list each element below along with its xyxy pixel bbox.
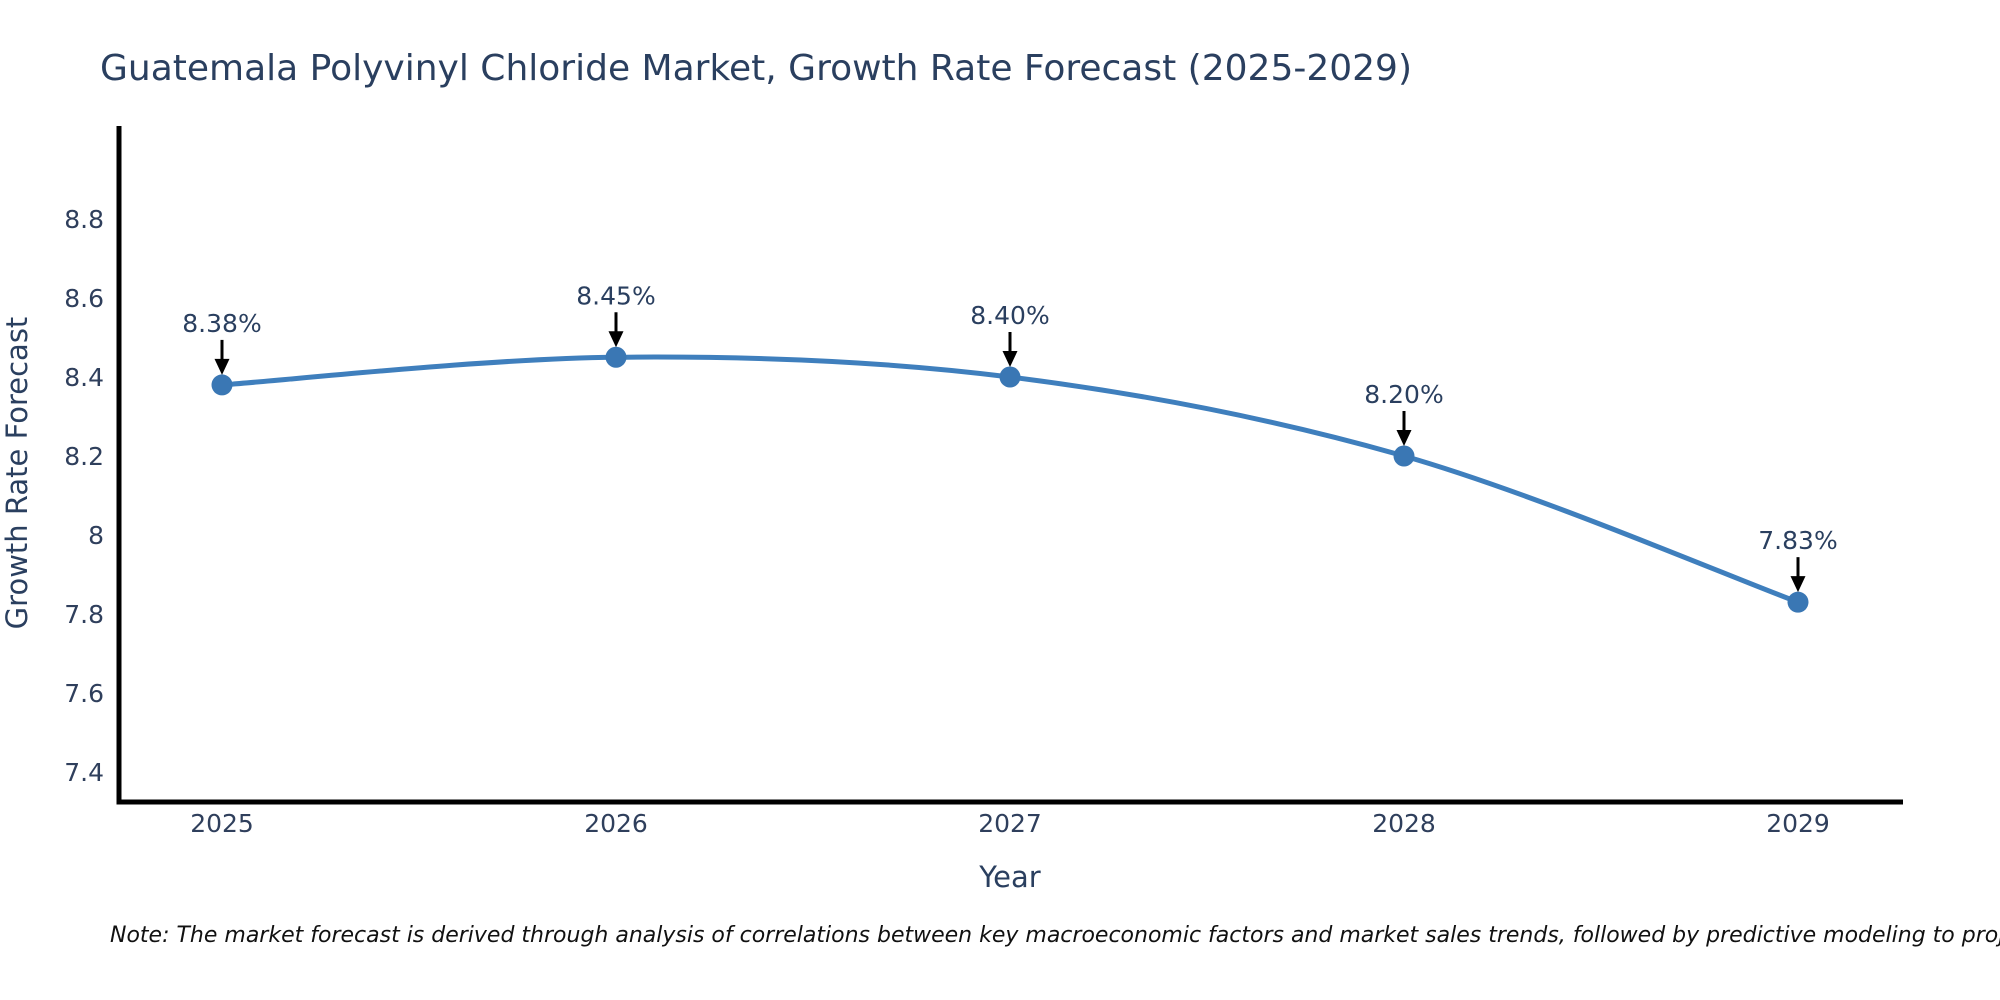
data-point-marker <box>999 366 1021 388</box>
x-axis-title: Year <box>978 860 1040 894</box>
annotation-arrowhead-icon <box>214 358 230 375</box>
y-axis-title: Growth Rate Forecast <box>0 317 34 630</box>
data-point-markers <box>211 346 1809 613</box>
chart-title: Guatemala Polyvinyl Chloride Market, Gro… <box>100 48 1412 89</box>
data-point-value-label: 8.40% <box>970 301 1049 330</box>
x-tick-label: 2026 <box>584 809 648 838</box>
data-point-marker <box>1787 591 1809 613</box>
footnote: Note: The market forecast is derived thr… <box>110 923 2000 948</box>
data-point-value-label: 7.83% <box>1758 526 1837 555</box>
x-tick-label: 2028 <box>1372 809 1436 838</box>
axis-ticks: 8.8 8.6 8.4 8.2 8 7.8 7.6 7.4 2025 2026 2027 2028 20… <box>64 205 1830 838</box>
x-tick-label: 2025 <box>190 809 254 838</box>
y-tick-label: 8.2 <box>64 442 104 471</box>
y-tick-label: 8.6 <box>64 284 104 313</box>
data-point-marker <box>1393 445 1415 467</box>
x-tick-label: 2029 <box>1766 809 1830 838</box>
y-tick-label: 7.6 <box>64 679 104 708</box>
annotation-arrowhead-icon <box>608 331 624 348</box>
y-tick-label: 7.4 <box>64 758 104 787</box>
data-point-marker <box>211 374 233 396</box>
point-annotations: 8.38% 8.45% 8.40% 8.20% 7.83% <box>182 281 1838 593</box>
x-tick-label: 2027 <box>978 809 1042 838</box>
y-tick-label: 7.8 <box>64 600 104 629</box>
annotation-arrowhead-icon <box>1396 430 1412 446</box>
y-tick-label: 8.4 <box>64 363 104 392</box>
y-tick-label: 8 <box>88 521 104 550</box>
series-line <box>219 354 1801 605</box>
y-tick-label: 8.8 <box>64 205 104 234</box>
data-point-marker <box>605 346 627 368</box>
annotation-arrowhead-icon <box>1002 351 1018 367</box>
data-point-value-label: 8.38% <box>182 309 261 338</box>
data-point-value-label: 8.45% <box>576 281 655 310</box>
annotation-arrowhead-icon <box>1790 576 1806 593</box>
data-point-value-label: 8.20% <box>1364 380 1443 409</box>
